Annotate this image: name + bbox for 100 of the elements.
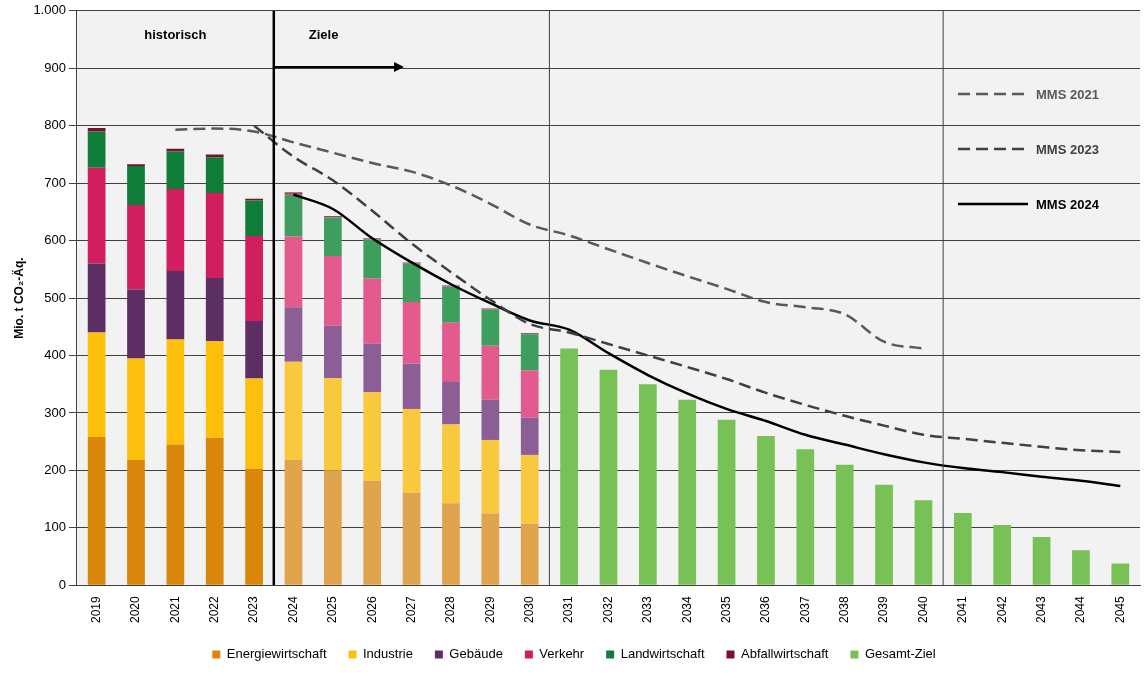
y-tick-label: 200 bbox=[44, 461, 66, 477]
bar bbox=[757, 435, 775, 585]
bar bbox=[402, 363, 421, 409]
bar bbox=[442, 381, 460, 425]
x-tick-label: 2030 bbox=[522, 595, 537, 624]
bar bbox=[127, 460, 145, 585]
x-tick-label: 2020 bbox=[128, 595, 143, 624]
bar bbox=[127, 358, 145, 461]
text: MMS 2021 bbox=[1036, 86, 1099, 102]
bar bbox=[284, 361, 303, 461]
bar bbox=[127, 204, 145, 290]
y-tick-label: 600 bbox=[44, 232, 66, 248]
x-tick-label: 2038 bbox=[837, 595, 852, 624]
bar bbox=[363, 278, 382, 344]
y-axis-title: Mio. t CO₂-Äq. bbox=[10, 257, 26, 339]
x-tick-label: 2019 bbox=[88, 595, 103, 624]
x-tick-label: 2041 bbox=[955, 595, 970, 624]
legend-label: Gesamt-Ziel bbox=[864, 646, 936, 662]
bar bbox=[205, 192, 224, 278]
bar bbox=[87, 332, 106, 438]
bar bbox=[560, 348, 578, 585]
bar bbox=[245, 200, 263, 237]
bar bbox=[205, 157, 224, 193]
x-tick-label: 2028 bbox=[443, 595, 458, 624]
bar bbox=[638, 384, 657, 585]
bar bbox=[324, 217, 342, 257]
bar bbox=[324, 256, 342, 326]
bar bbox=[1032, 537, 1051, 585]
bar bbox=[953, 512, 972, 585]
bar bbox=[402, 492, 421, 585]
y-tick-label: 900 bbox=[44, 59, 66, 75]
bar bbox=[324, 470, 342, 585]
bar bbox=[402, 302, 421, 364]
bar bbox=[205, 437, 224, 585]
x-tick-label: 2040 bbox=[915, 595, 930, 624]
bar bbox=[796, 449, 815, 585]
legend-label: Landwirtschaft bbox=[620, 646, 705, 662]
x-tick-label: 2044 bbox=[1073, 595, 1088, 624]
bar bbox=[284, 236, 303, 308]
bar bbox=[481, 345, 500, 400]
x-tick-label: 2021 bbox=[167, 595, 182, 624]
bar bbox=[166, 148, 185, 152]
bar bbox=[87, 131, 106, 168]
x-tick-label: 2031 bbox=[561, 595, 576, 624]
annotation: historisch bbox=[143, 26, 208, 42]
bar bbox=[284, 460, 303, 585]
x-tick-label: 2025 bbox=[325, 595, 340, 624]
bar bbox=[284, 194, 303, 237]
bar bbox=[87, 167, 106, 264]
bar bbox=[442, 322, 460, 382]
x-tick-label: 2032 bbox=[600, 595, 615, 624]
bar bbox=[245, 236, 263, 322]
bar bbox=[481, 439, 500, 514]
bar bbox=[402, 408, 421, 493]
x-tick-label: 2024 bbox=[285, 595, 300, 624]
bar bbox=[481, 309, 500, 346]
y-tick-label: 500 bbox=[44, 289, 66, 305]
legend-label: Industrie bbox=[363, 646, 413, 662]
bar bbox=[87, 263, 106, 333]
bar bbox=[678, 399, 697, 585]
bar bbox=[87, 437, 106, 585]
bar bbox=[1111, 563, 1130, 585]
bar bbox=[402, 263, 421, 303]
bar bbox=[127, 289, 145, 359]
x-tick-label: 2045 bbox=[1112, 595, 1127, 624]
x-tick-label: 2026 bbox=[364, 595, 379, 624]
bar bbox=[245, 321, 263, 379]
x-tick-label: 2039 bbox=[876, 595, 891, 624]
x-tick-label: 2036 bbox=[758, 595, 773, 624]
bar bbox=[166, 188, 185, 272]
bar bbox=[245, 378, 263, 469]
x-tick-label: 2022 bbox=[207, 595, 222, 624]
legend-label: Abfallwirtschaft bbox=[740, 646, 829, 662]
x-tick-label: 2033 bbox=[640, 595, 655, 624]
bar bbox=[993, 524, 1012, 585]
bar bbox=[166, 339, 185, 445]
bar bbox=[442, 503, 460, 585]
legend-label: Verkehr bbox=[539, 646, 585, 662]
bar bbox=[1072, 550, 1090, 585]
bar bbox=[835, 464, 854, 585]
text: MMS 2023 bbox=[1036, 141, 1099, 157]
annotation: Ziele bbox=[308, 26, 339, 42]
bar bbox=[520, 454, 539, 524]
bar bbox=[205, 154, 224, 158]
y-tick-label: 800 bbox=[44, 117, 66, 133]
bar bbox=[205, 277, 224, 342]
bar bbox=[875, 484, 893, 585]
bar bbox=[166, 151, 185, 189]
bar bbox=[363, 480, 382, 585]
text: MMS 2024 bbox=[1036, 196, 1099, 212]
x-tick-label: 2034 bbox=[679, 595, 694, 624]
bar bbox=[914, 500, 933, 585]
y-tick-label: 700 bbox=[44, 174, 66, 190]
bar bbox=[166, 444, 185, 585]
bar bbox=[363, 239, 382, 279]
bar bbox=[599, 369, 618, 585]
legend-label: Gebäude bbox=[449, 646, 503, 662]
bar bbox=[363, 392, 382, 481]
bar bbox=[166, 271, 185, 340]
legend-label: Energiewirtschaft bbox=[226, 646, 327, 662]
